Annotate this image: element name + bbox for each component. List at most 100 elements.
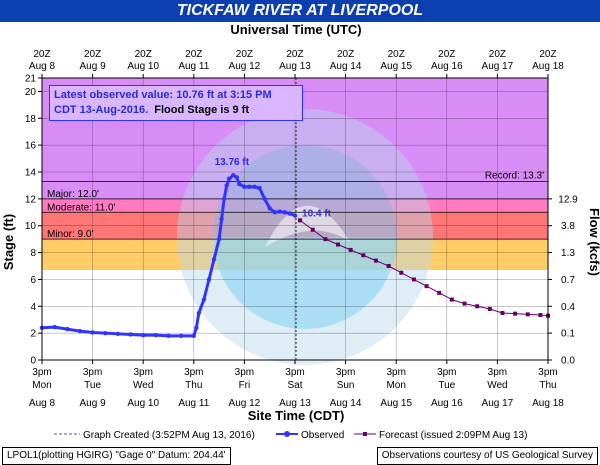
y-tick-label: 4 <box>30 302 36 313</box>
annotations: 13.76 ft 10.4 ft <box>215 157 332 219</box>
bottom-tick-time: 3pm <box>83 367 102 378</box>
forecast-point <box>348 247 353 252</box>
y2-tick-label: 3.8 <box>561 221 575 232</box>
top-tick-date: Aug 16 <box>431 61 463 72</box>
top-tick-time: 20Z <box>539 49 556 60</box>
observed-point <box>206 277 212 282</box>
forecast-point <box>424 284 429 289</box>
latest-observation-line1: Latest observed value: 10.76 ft at 3:15 … <box>54 89 272 101</box>
top-tick-date: Aug 9 <box>80 61 107 72</box>
forecast-point <box>500 311 505 315</box>
forecast-point <box>525 312 530 317</box>
observed-point <box>191 333 196 339</box>
legend-graph-created: Graph Created (3:52PM Aug 13, 2016) <box>83 430 255 441</box>
bottom-tick-dow: Thu <box>185 380 202 391</box>
top-tick-date: Aug 15 <box>380 61 412 72</box>
bottom-tick-date: Aug 8 <box>29 398 56 409</box>
title-bar: TICKFAW RIVER AT LIVERPOOL <box>0 0 600 22</box>
observed-point <box>292 213 298 218</box>
bottom-tick-time: 3pm <box>386 367 405 378</box>
observed-point <box>211 257 217 262</box>
x-axis-title: Site Time (CDT) <box>248 408 345 423</box>
observed-point <box>257 185 262 191</box>
peak-annotation: 13.76 ft <box>215 157 250 168</box>
bottom-tick-dow: Mon <box>32 380 51 391</box>
observed-point <box>201 297 207 302</box>
observed-point <box>90 330 95 335</box>
bottom-tick-dow: Sun <box>337 380 355 391</box>
forecast-point <box>437 290 442 295</box>
top-tick-time: 20Z <box>236 49 253 60</box>
observed-point <box>77 328 83 334</box>
forecast-point <box>336 242 341 247</box>
flood-labels: Record: 13.3' Major: 12.0' Moderate: 11.0'… <box>42 78 548 360</box>
y-tick-label: 20 <box>25 87 37 98</box>
bottom-tick-time: 3pm <box>285 367 304 378</box>
bottom-tick-time: 3pm <box>538 367 557 378</box>
forecast-point <box>513 311 518 316</box>
observed-point <box>247 184 252 189</box>
y-tick-label: 0 <box>30 356 36 367</box>
credit-footer: Observations courtesy of US Geological S… <box>376 447 598 465</box>
bottom-tick-time: 3pm <box>437 367 456 378</box>
bottom-tick-date: Aug 15 <box>380 398 412 409</box>
bottom-tick-dow: Sat <box>287 380 302 391</box>
top-axis-title: Universal Time (UTC) <box>230 22 361 37</box>
observed-point <box>272 210 277 215</box>
forecast-point <box>323 237 328 242</box>
y2-tick-label: 0.4 <box>561 302 575 313</box>
forecast-point <box>462 301 467 306</box>
top-tick-time: 20Z <box>185 49 202 60</box>
bottom-tick-date: Aug 9 <box>80 398 107 409</box>
flood-label-minor: Minor: 9.0' <box>47 229 93 240</box>
bottom-axis-ticks: 3pm Mon Aug 8 3pm Tue Aug 9 3pm Wed Aug 10 3pm Thu… <box>29 360 564 409</box>
forecast-point <box>411 277 416 282</box>
observed-point <box>282 210 288 215</box>
flood-zones <box>42 78 548 271</box>
latest-observation-line2: CDT 13-Aug-2016. <box>54 104 149 116</box>
observed-point <box>65 326 70 332</box>
observed-point <box>103 330 108 336</box>
forecast-point <box>386 264 391 268</box>
bottom-tick-time: 3pm <box>488 367 507 378</box>
seal-inner-disc <box>213 145 397 329</box>
y-axis-ticks: 0 2 4 6 8 10 12 14 16 18 20 21 <box>25 74 42 367</box>
observed-point <box>227 176 232 181</box>
forecast-point <box>361 253 366 258</box>
y-tick-label: 8 <box>30 248 36 259</box>
y2-axis-title: Flow (kcfs) <box>587 208 600 276</box>
observed-point <box>267 206 272 211</box>
y-tick-label: 6 <box>30 275 36 286</box>
observed-point <box>141 332 146 338</box>
observed-point <box>234 175 240 180</box>
bottom-tick-dow: Thu <box>539 380 556 391</box>
bottom-tick-date: Aug 12 <box>229 398 261 409</box>
bottom-tick-dow: Tue <box>438 380 455 391</box>
latest-observation-box: Latest observed value: 10.76 ft at 3:15 … <box>49 85 303 121</box>
top-tick-time: 20Z <box>337 49 354 60</box>
seal-upper-half <box>213 145 397 237</box>
bottom-tick-time: 3pm <box>336 367 355 378</box>
observed-point <box>128 332 133 337</box>
top-tick-date: Aug 8 <box>29 61 56 72</box>
flood-label-moderate: Moderate: 11.0' <box>47 202 116 213</box>
y-tick-label: 12 <box>25 194 37 205</box>
observed-point <box>277 209 283 214</box>
flood-label-major: Major: 12.0' <box>47 189 99 200</box>
y2-tick-label: 1.3 <box>561 248 575 259</box>
forecast-point <box>538 313 543 318</box>
bottom-tick-date: Aug 10 <box>127 398 159 409</box>
bottom-tick-time: 3pm <box>32 367 51 378</box>
bottom-tick-date: Aug 13 <box>279 398 311 409</box>
bottom-tick-dow: Wed <box>133 380 153 391</box>
bottom-tick-dow: Fri <box>239 380 251 391</box>
bottom-tick-time: 3pm <box>184 367 203 378</box>
major-zone <box>42 198 548 213</box>
bottom-tick-date: Aug 18 <box>532 398 564 409</box>
top-tick-time: 20Z <box>286 49 303 60</box>
forecast-point <box>399 270 404 275</box>
y-tick-label: 10 <box>25 221 37 232</box>
y2-axis-ticks: 0.0 0.1 0.4 0.7 1.3 3.8 12.9 <box>548 194 578 367</box>
